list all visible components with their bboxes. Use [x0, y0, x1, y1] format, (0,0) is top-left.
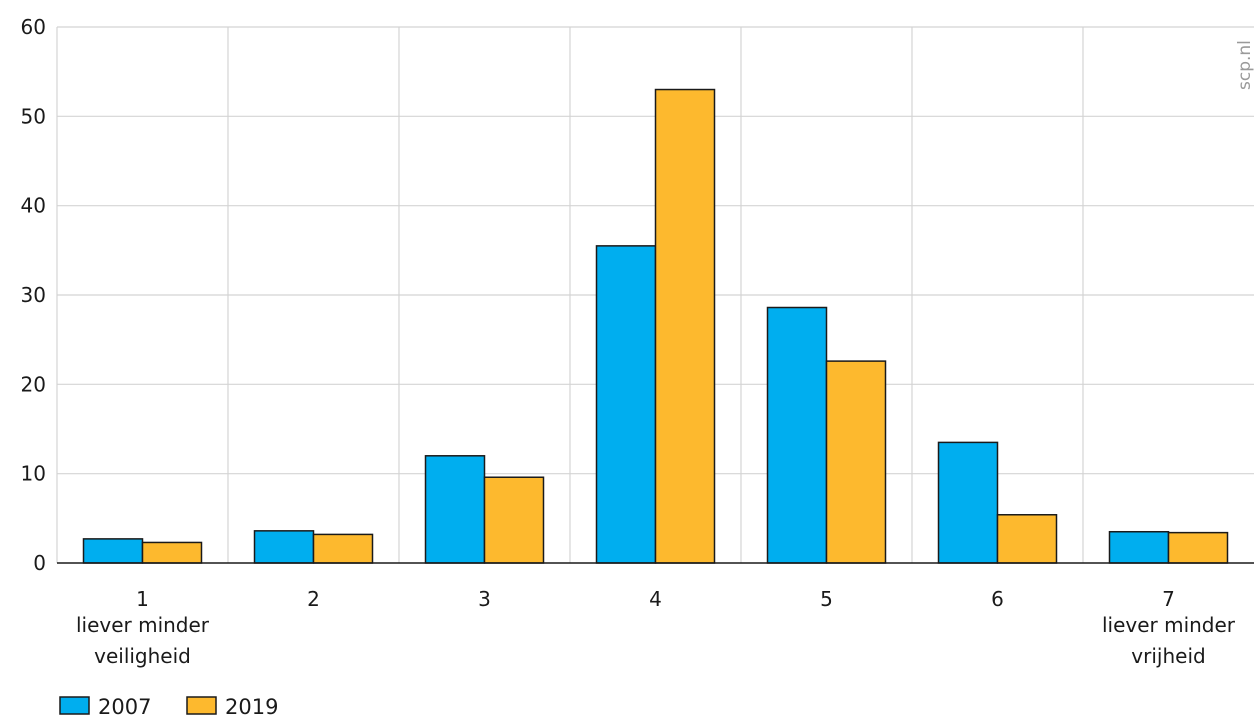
legend-swatch-2007: [60, 697, 89, 714]
x-tick-sublabel: veiligheid: [94, 644, 191, 668]
x-tick-label: 3: [478, 587, 491, 611]
bar-2007-cat-7: [1110, 532, 1169, 563]
bar-2007-cat-6: [939, 442, 998, 563]
bar-2007-cat-2: [255, 531, 314, 563]
legend-label-2007: 2007: [98, 695, 151, 718]
bar-2019-cat-4: [656, 90, 715, 563]
bar-2019-cat-7: [1169, 533, 1228, 563]
bar-2007-cat-4: [597, 246, 656, 563]
y-tick-label: 40: [21, 194, 46, 218]
legend-label-2019: 2019: [225, 695, 278, 718]
bar-2019-cat-3: [485, 477, 544, 563]
x-tick-label: 7: [1162, 587, 1175, 611]
bar-2007-cat-5: [768, 308, 827, 563]
bar-2019-cat-5: [827, 361, 886, 563]
y-tick-label: 30: [21, 283, 46, 307]
legend: 2007 2019: [60, 695, 278, 718]
x-tick-sublabel: liever minder: [76, 613, 210, 637]
x-tick-sublabel: liever minder: [1102, 613, 1236, 637]
x-tick-label: 4: [649, 587, 662, 611]
y-tick-label: 60: [21, 15, 46, 39]
bar-2007-cat-1: [84, 539, 143, 563]
y-tick-label: 10: [21, 462, 46, 486]
x-tick-label: 2: [307, 587, 320, 611]
x-tick-label: 6: [991, 587, 1004, 611]
x-tick-sublabel: vrijheid: [1131, 644, 1205, 668]
bar-2019-cat-1: [143, 542, 202, 563]
bar-2019-cat-2: [314, 534, 373, 563]
x-tick-label: 5: [820, 587, 833, 611]
bar-2019-cat-6: [998, 515, 1057, 563]
y-axis-ticks: 0 10 20 30 40 50 60: [21, 15, 46, 575]
legend-swatch-2019: [187, 697, 216, 714]
bar-2007-cat-3: [426, 456, 485, 563]
source-watermark: scp.nl: [1235, 40, 1254, 90]
x-tick-label: 1: [136, 587, 149, 611]
y-tick-label: 20: [21, 372, 46, 396]
bars: [84, 90, 1228, 563]
y-tick-label: 0: [33, 551, 46, 575]
y-tick-label: 50: [21, 104, 46, 128]
